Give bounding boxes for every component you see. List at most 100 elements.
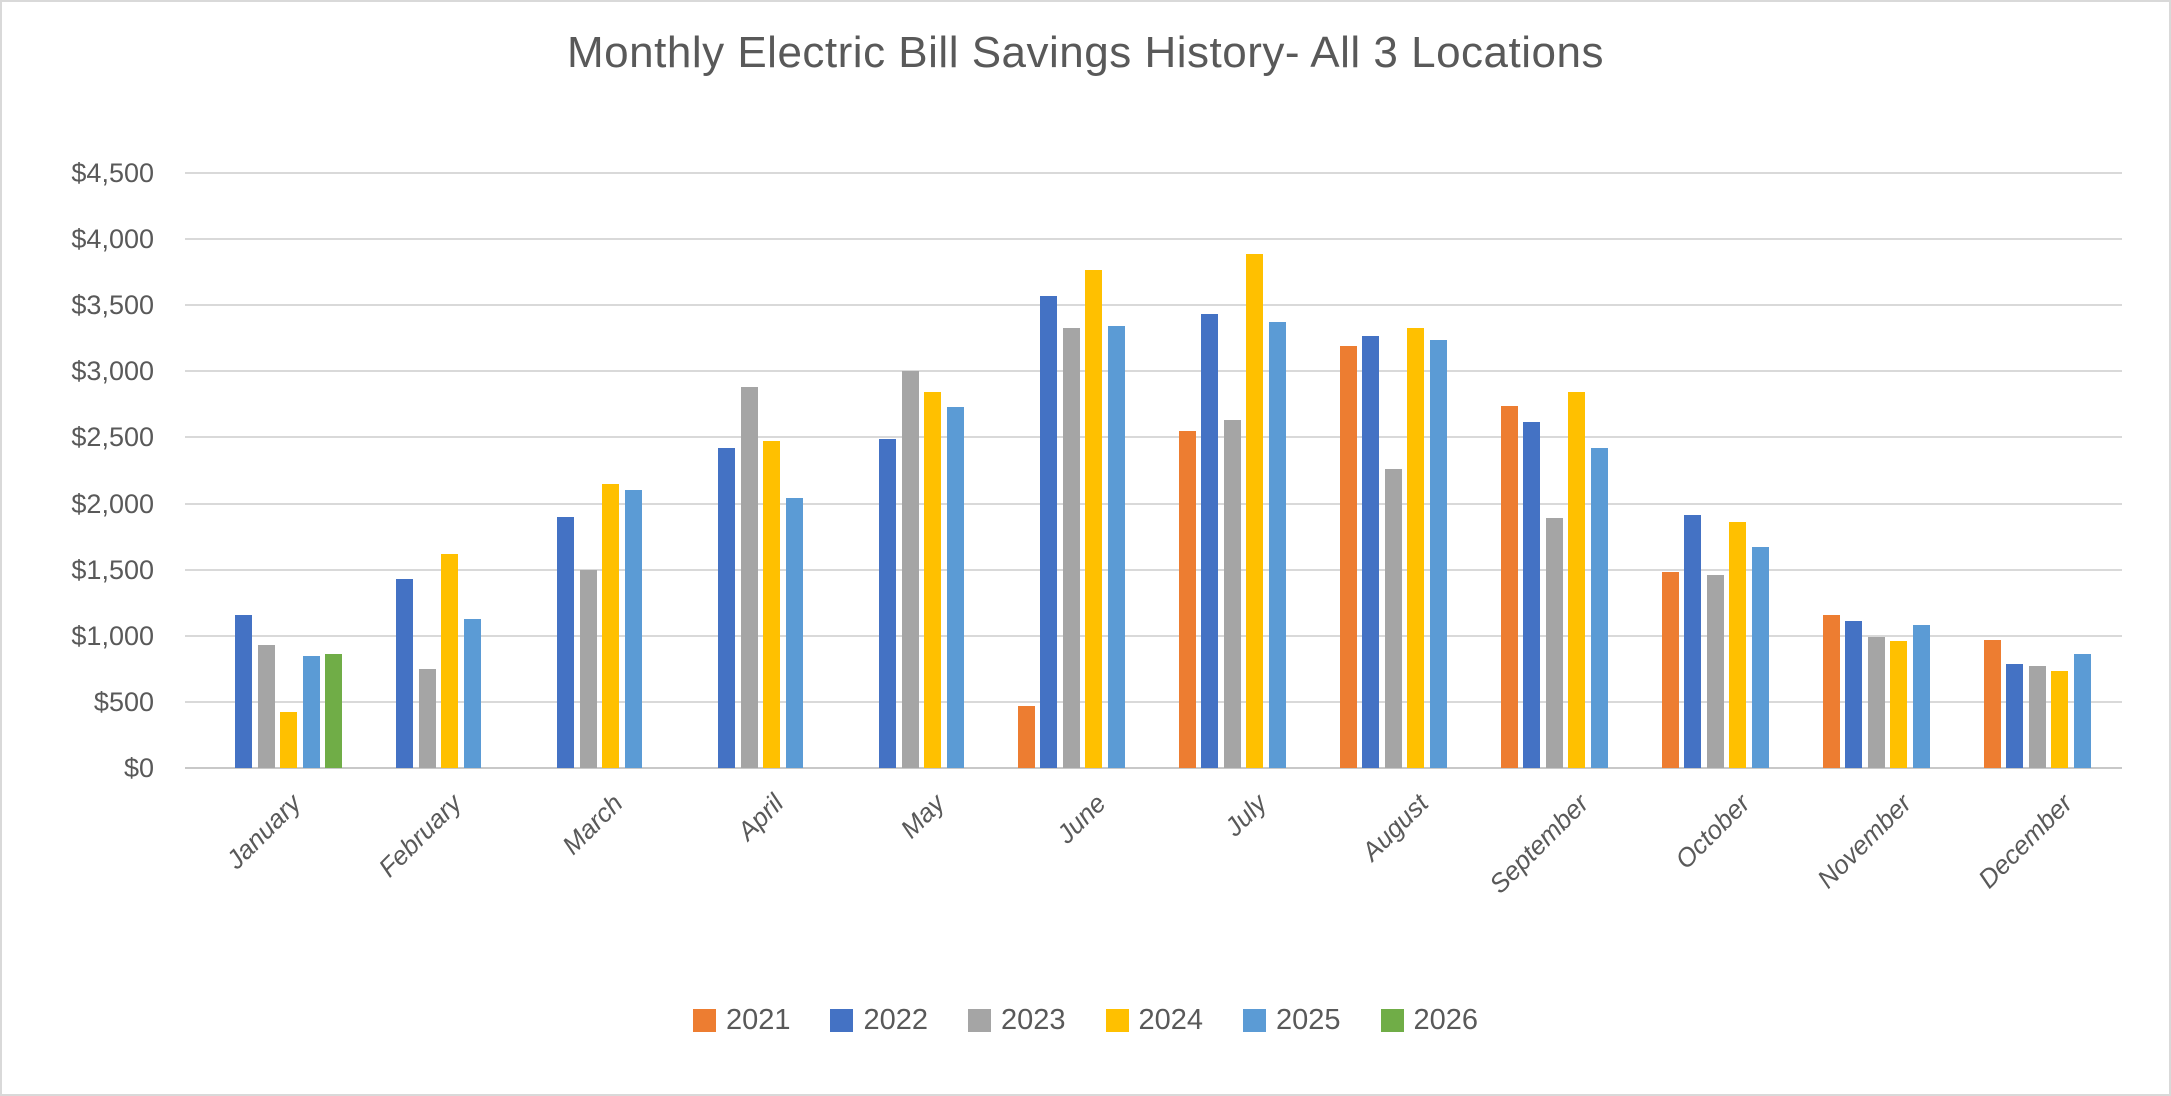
gridline-3500 — [185, 304, 2122, 307]
bar-2023-may — [902, 371, 919, 768]
legend: 2021 2022 2023 2024 2025 2026 — [2, 1004, 2169, 1036]
gridline-1000 — [185, 634, 2122, 637]
legend-label-2024: 2024 — [1138, 1004, 1204, 1036]
gridline-1500 — [185, 568, 2122, 571]
y-tick-label-0: $0 — [123, 753, 154, 783]
bar-2025-march — [625, 490, 642, 768]
bar-2021-december — [1984, 640, 2001, 768]
x-tick-label-june: June — [1050, 788, 1112, 850]
x-tick-label-november: November — [1810, 788, 1917, 895]
bar-2022-july — [1201, 314, 1218, 768]
bar-2024-april — [763, 441, 780, 768]
bar-2023-june — [1063, 328, 1080, 768]
bar-2024-february — [441, 554, 458, 768]
bar-2023-october — [1707, 575, 1724, 768]
x-tick-label-may: May — [894, 788, 951, 844]
gridline-500 — [185, 700, 2122, 703]
bar-2025-february — [464, 619, 481, 768]
y-tick-label-4000: $4,000 — [71, 224, 154, 255]
bar-2022-september — [1523, 422, 1540, 768]
bar-2021-september — [1501, 406, 1518, 768]
x-axis-line — [185, 767, 2122, 769]
chart-title: Monthly Electric Bill Savings History- A… — [567, 28, 1604, 77]
bar-2024-november — [1890, 641, 1907, 768]
y-tick-label-2500: $2,500 — [71, 422, 154, 453]
bar-2024-march — [602, 484, 619, 768]
bar-2024-july — [1246, 254, 1263, 768]
bar-2022-january — [235, 615, 252, 768]
gridline-3000 — [185, 370, 2122, 373]
bar-2024-september — [1568, 392, 1585, 768]
bar-2025-august — [1430, 340, 1447, 768]
legend-swatch-2026 — [1380, 1008, 1404, 1032]
bar-2021-july — [1179, 431, 1196, 768]
legend-swatch-2024 — [1105, 1008, 1129, 1032]
bar-2021-november — [1823, 615, 1840, 768]
bar-2025-july — [1269, 322, 1286, 768]
x-tick-label-september: September — [1483, 788, 1595, 900]
bar-2024-may — [924, 392, 941, 768]
y-tick-label-4500: $4,500 — [71, 158, 154, 188]
bar-2022-december — [2006, 664, 2023, 768]
bar-2022-november — [1845, 621, 1862, 768]
bar-2024-august — [1407, 328, 1424, 768]
x-tick-label-march: March — [556, 788, 629, 861]
y-tick-label-1500: $1,500 — [71, 554, 154, 585]
bar-2023-september — [1546, 518, 1563, 768]
bar-2022-august — [1362, 336, 1379, 768]
bar-2025-may — [947, 407, 964, 768]
bar-2022-june — [1040, 296, 1057, 768]
bar-2022-april — [718, 448, 735, 768]
x-tick-label-january: January — [220, 788, 307, 875]
bar-2023-july — [1224, 420, 1241, 768]
x-tick-label-october: October — [1669, 788, 1756, 875]
bar-2023-august — [1385, 469, 1402, 768]
legend-label-2023: 2023 — [1000, 1004, 1066, 1036]
bar-2022-october — [1684, 515, 1701, 768]
x-tick-label-july: July — [1218, 788, 1273, 842]
bar-2024-october — [1729, 522, 1746, 768]
bar-2023-december — [2029, 666, 2046, 768]
legend-swatch-2021 — [692, 1008, 716, 1032]
bar-2025-november — [1913, 625, 1930, 768]
bar-2022-may — [879, 439, 896, 768]
bar-2023-february — [419, 669, 436, 768]
legend-label-2021: 2021 — [725, 1004, 791, 1036]
legend-label-2025: 2025 — [1276, 1004, 1341, 1036]
gridline-4500 — [185, 172, 2122, 174]
y-tick-label-3500: $3,500 — [71, 290, 154, 321]
x-tick-label-april: April — [731, 788, 790, 846]
bar-2025-april — [786, 498, 803, 768]
bar-2023-november — [1868, 637, 1885, 768]
bar-2023-april — [741, 387, 758, 768]
x-tick-label-february: February — [372, 788, 468, 883]
legend-item-2021: 2021 — [692, 1004, 791, 1036]
gridline-2000 — [185, 502, 2122, 505]
gridline-2500 — [185, 436, 2122, 439]
bar-2026-january — [325, 654, 342, 768]
legend-item-2025: 2025 — [1243, 1004, 1341, 1036]
legend-item-2026: 2026 — [1380, 1004, 1478, 1036]
legend-swatch-2025 — [1243, 1008, 1267, 1032]
y-tick-label-2000: $2,000 — [71, 488, 154, 519]
legend-label-2022: 2022 — [863, 1004, 928, 1036]
gridline-4000 — [185, 238, 2122, 241]
legend-swatch-2023 — [967, 1008, 991, 1032]
legend-item-2023: 2023 — [967, 1004, 1066, 1036]
y-tick-label-3000: $3,000 — [71, 356, 154, 387]
bar-2022-march — [557, 517, 574, 768]
bar-2021-august — [1340, 346, 1357, 768]
x-tick-label-december: December — [1971, 788, 2078, 895]
bar-2025-october — [1752, 547, 1769, 768]
y-tick-label-500: $500 — [93, 686, 154, 717]
bar-2023-march — [580, 570, 597, 768]
bar-2022-february — [396, 579, 413, 768]
bar-2025-june — [1108, 326, 1125, 768]
legend-item-2022: 2022 — [830, 1004, 928, 1036]
bar-2024-december — [2051, 671, 2068, 768]
bar-2021-june — [1018, 706, 1035, 768]
bar-2021-october — [1662, 572, 1679, 768]
legend-item-2024: 2024 — [1105, 1004, 1204, 1036]
bar-2025-september — [1591, 448, 1608, 768]
